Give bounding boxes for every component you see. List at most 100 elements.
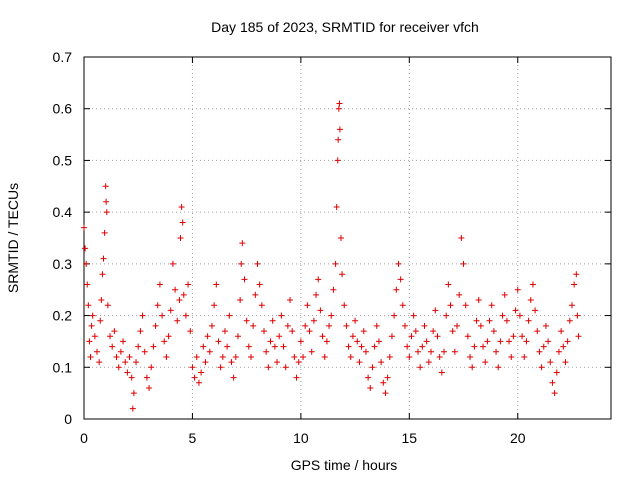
data-point (553, 369, 560, 376)
data-point (193, 353, 200, 360)
data-point (297, 338, 304, 345)
data-point (86, 338, 93, 345)
data-point (89, 312, 96, 319)
y-tick-label: 0.5 (53, 152, 73, 168)
data-point (84, 281, 91, 288)
data-point (239, 240, 246, 247)
y-tick-label: 0.1 (53, 359, 73, 375)
data-point (317, 307, 324, 314)
data-point (360, 328, 367, 335)
data-point (401, 322, 408, 329)
data-point (83, 260, 90, 267)
data-point (98, 297, 105, 304)
data-point (380, 379, 387, 386)
data-point (213, 281, 220, 288)
data-point (445, 281, 452, 288)
data-point (302, 322, 309, 329)
data-point (91, 333, 98, 340)
data-point (404, 343, 411, 350)
data-point (228, 359, 235, 366)
data-point (167, 307, 174, 314)
data-point (159, 312, 166, 319)
data-point (321, 353, 328, 360)
data-point (195, 379, 202, 386)
x-tick-label: 20 (510, 430, 526, 446)
data-point (378, 359, 385, 366)
data-point (99, 271, 106, 278)
data-point (88, 322, 95, 329)
data-point (438, 369, 445, 376)
y-tick-label: 0.6 (53, 101, 73, 117)
data-point (529, 281, 536, 288)
data-point (111, 328, 118, 335)
data-point (503, 317, 510, 324)
data-point (295, 359, 302, 366)
data-point (185, 281, 192, 288)
data-point (471, 343, 478, 350)
data-point (432, 307, 439, 314)
data-point (356, 359, 363, 366)
data-point (369, 364, 376, 371)
data-point (120, 338, 127, 345)
data-point (310, 317, 317, 324)
data-point (406, 353, 413, 360)
data-point (179, 219, 186, 226)
data-point (421, 322, 428, 329)
data-point (365, 374, 372, 381)
data-point (102, 183, 109, 190)
data-point (417, 364, 424, 371)
data-point (269, 317, 276, 324)
data-point (462, 302, 469, 309)
data-point (427, 348, 434, 355)
data-point (512, 307, 519, 314)
data-point (486, 317, 493, 324)
data-point (375, 338, 382, 345)
data-point (447, 302, 454, 309)
data-point (97, 317, 104, 324)
data-point (177, 235, 184, 241)
x-tick-label: 15 (402, 430, 418, 446)
data-point (289, 328, 296, 335)
data-point (339, 271, 346, 278)
data-point (82, 245, 89, 252)
data-point (488, 302, 495, 309)
data-point (467, 353, 474, 360)
data-point (150, 343, 157, 350)
data-point (497, 338, 504, 345)
data-point (358, 343, 365, 350)
y-tick-label: 0.7 (53, 49, 73, 65)
data-point (87, 353, 94, 360)
data-point (154, 302, 161, 309)
data-point (85, 302, 92, 309)
data-point (443, 312, 450, 319)
data-point (493, 348, 500, 355)
data-point (103, 198, 110, 205)
data-point (562, 359, 569, 366)
data-point (254, 260, 261, 267)
data-point (126, 353, 133, 360)
data-point (499, 312, 506, 319)
axis-ticks: 0 0.1 0.2 0.3 0.4 0.5 0.6 0.7 0 5 10 15 20 (53, 49, 611, 446)
data-point (306, 328, 313, 335)
data-point (100, 255, 107, 262)
data-point (304, 302, 311, 309)
data-point (232, 353, 239, 360)
data-point (560, 343, 567, 350)
data-point (96, 359, 103, 366)
data-point (419, 343, 426, 350)
data-point (335, 136, 342, 143)
data-point (373, 322, 380, 329)
data-point (133, 359, 140, 366)
data-point (282, 364, 289, 371)
data-point (326, 322, 333, 329)
data-point (434, 333, 441, 340)
data-point (217, 364, 224, 371)
data-point (117, 348, 124, 355)
data-point (564, 338, 571, 345)
data-point (352, 317, 359, 324)
data-point (482, 359, 489, 366)
data-point (226, 312, 233, 319)
data-point (300, 353, 307, 360)
data-point (464, 333, 471, 340)
data-point (571, 281, 578, 288)
